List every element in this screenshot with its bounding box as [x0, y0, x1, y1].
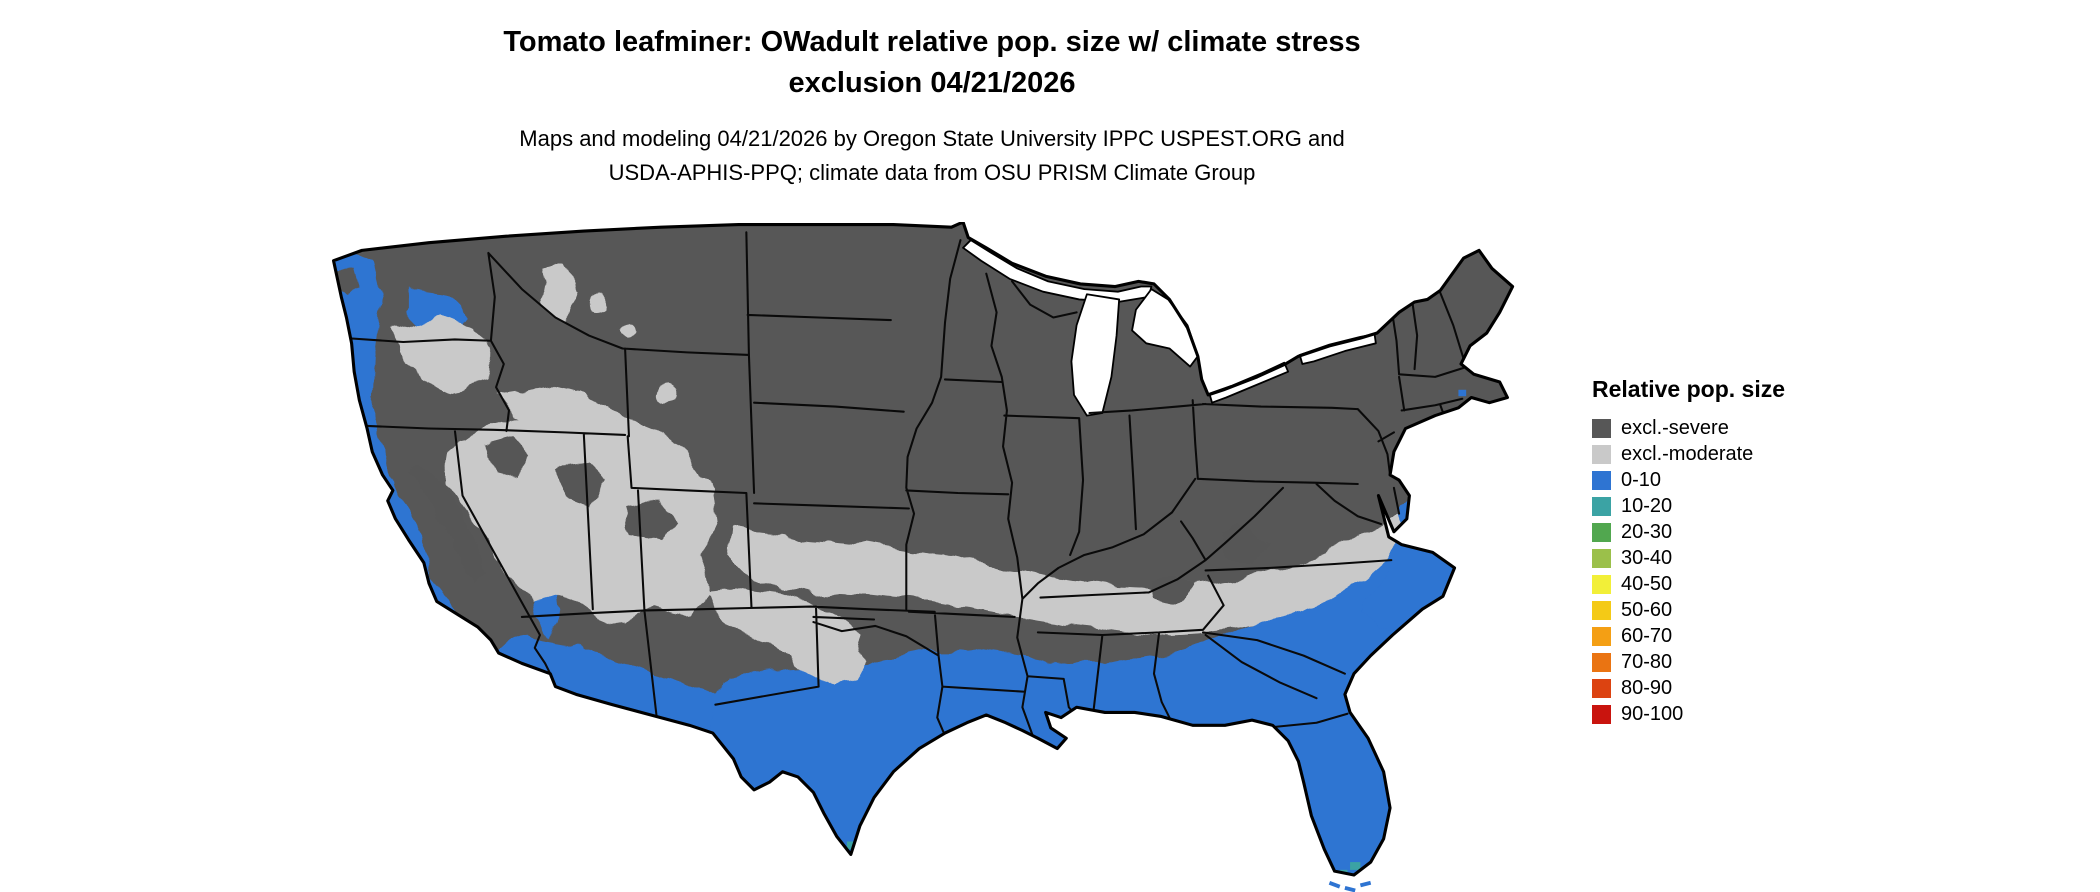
- legend-item: 40-50: [1592, 571, 1785, 597]
- zone-blue-southwest-desert: [490, 634, 729, 736]
- zone-moderate-montana-valleys: [542, 264, 577, 318]
- legend-item-label: 20-30: [1621, 520, 1673, 543]
- zone-severe-patch-n-georgia: [1151, 570, 1193, 605]
- zone-moderate-patch: [657, 383, 676, 402]
- legend-swatch: [1592, 496, 1611, 516]
- zone-teal-speck: [846, 841, 855, 850]
- legend-item-label: 50-60: [1621, 598, 1673, 621]
- legend-item: 50-60: [1592, 597, 1785, 623]
- map-title-line1: Tomato leafminer: OWadult relative pop. …: [503, 26, 1361, 58]
- zone-severe-patch-utah: [555, 462, 608, 504]
- map-title-line2: exclusion 04/21/2026: [788, 67, 1076, 99]
- map-subtitle-line1: Maps and modeling 04/21/2026 by Oregon S…: [519, 126, 1345, 151]
- florida-keys: [1328, 880, 1372, 892]
- legend-swatch: [1592, 626, 1611, 646]
- zone-moderate-patch: [590, 292, 609, 312]
- legend-item: 0-10: [1592, 467, 1785, 493]
- zone-severe-olympics: [338, 271, 360, 297]
- zone-moderate-edwards-plateau: [792, 634, 868, 692]
- legend-item: 80-90: [1592, 675, 1785, 701]
- zone-severe-sierra: [408, 464, 489, 584]
- zone-severe-patch-sanjuans: [625, 499, 677, 545]
- legend-item-label: 30-40: [1621, 546, 1673, 569]
- zone-blue-atlantic-coast: [1365, 495, 1456, 633]
- zone-moderate-central-band: [728, 511, 1410, 635]
- zone-severe-patch-nevada: [483, 433, 530, 478]
- legend-item: 90-100: [1592, 701, 1785, 727]
- zone-severe-patch-appalachians: [1218, 523, 1271, 566]
- legend-item-label: 90-100: [1621, 702, 1684, 725]
- us-map-svg: [331, 220, 1515, 892]
- legend-item: 20-30: [1592, 519, 1785, 545]
- map-subtitle-line2: USDA-APHIS-PPQ; climate data from OSU PR…: [608, 160, 1256, 185]
- legend-title: Relative pop. size: [1592, 376, 1786, 402]
- legend-swatch: [1592, 470, 1611, 490]
- legend-swatch: [1592, 704, 1611, 724]
- legend-item-label: 60-70: [1621, 624, 1673, 647]
- legend-swatch: [1592, 678, 1611, 698]
- lake-michigan: [1070, 293, 1121, 417]
- zone-blue-pacific: [333, 247, 561, 703]
- zone-blue-speck: [1458, 389, 1467, 397]
- legend-swatch: [1592, 600, 1611, 620]
- legend-item: 10-20: [1592, 493, 1785, 519]
- legend-swatch: [1592, 574, 1611, 594]
- legend-swatch: [1592, 522, 1611, 542]
- map-subtitle: Maps and modeling 04/21/2026 by Oregon S…: [519, 122, 1344, 190]
- legend-item-label: 0-10: [1621, 468, 1662, 491]
- us-map: [300, 220, 1590, 892]
- legend: Relative pop. size excl.-severe excl.-mo…: [1592, 376, 1785, 727]
- map-title: Tomato leafminer: OWadult relative pop. …: [503, 22, 1360, 104]
- legend-item: excl.-severe: [1592, 415, 1785, 441]
- legend-item: 30-40: [1592, 545, 1785, 571]
- legend-item-label: excl.-moderate: [1621, 442, 1754, 465]
- zone-teal-speck: [1350, 862, 1361, 870]
- legend-item-label: 40-50: [1621, 572, 1673, 595]
- zone-moderate-snake-plain: [496, 387, 626, 434]
- legend-item-label: 10-20: [1621, 494, 1673, 517]
- legend-item: 60-70: [1592, 623, 1785, 649]
- zone-moderate-oregon-highdesert: [392, 317, 494, 390]
- legend-item: excl.-moderate: [1592, 441, 1785, 467]
- zone-blue-speck: [1406, 428, 1415, 434]
- legend-swatch: [1592, 418, 1611, 438]
- legend-item-label: 70-80: [1621, 650, 1673, 673]
- us-outline: [331, 220, 1515, 877]
- legend-item-label: 80-90: [1621, 676, 1673, 699]
- legend-swatch: [1592, 444, 1611, 464]
- state-borders: [345, 231, 1465, 737]
- zone-moderate-patch: [619, 322, 636, 339]
- legend-swatch: [1592, 652, 1611, 672]
- legend-swatch: [1592, 548, 1611, 568]
- legend-item-label: excl.-severe: [1621, 416, 1729, 439]
- legend-item: 70-80: [1592, 649, 1785, 675]
